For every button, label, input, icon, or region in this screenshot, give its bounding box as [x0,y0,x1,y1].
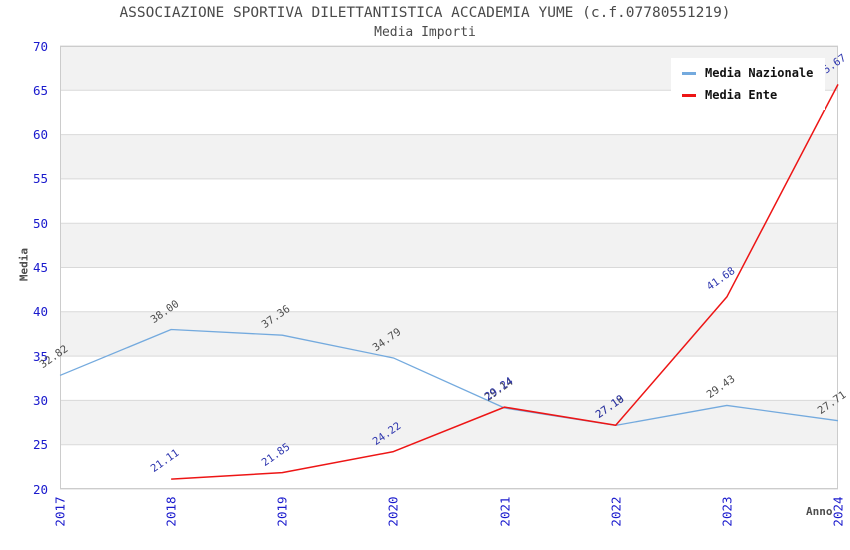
x-tick-2018: 2018 [163,496,179,527]
legend-item-media-ente: Media Ente [682,88,813,102]
line-media-nazionale [59,328,839,427]
y-tick-55: 55 [32,171,48,187]
grid-band [60,178,838,224]
y-tick-40: 40 [32,304,48,320]
legend-label-media-ente: Media Ente [705,88,778,102]
legend-item-media-nazionale: Media Nazionale [682,66,813,80]
legend: Media Nazionale Media Ente [671,58,826,110]
y-tick-65: 65 [32,82,48,98]
grid-band [60,400,838,445]
grid-band [60,356,838,401]
y-tick-30: 30 [32,392,48,408]
x-tick-2019: 2019 [274,496,290,527]
chart-subtitle: Media Importi [374,25,476,40]
x-axis-title: Anno [806,505,833,518]
x-tick-2020: 2020 [385,496,401,527]
x-tick-2023: 2023 [719,496,735,527]
x-tick-2022: 2022 [608,496,624,527]
grid-band [60,134,838,179]
y-tick-35: 35 [32,348,48,364]
x-tick-2021: 2021 [497,496,513,527]
y-tick-20: 20 [32,481,48,497]
legend-swatch-media-ente [682,93,696,97]
chart-title: ASSOCIAZIONE SPORTIVA DILETTANTISTICA AC… [119,5,731,21]
y-tick-60: 60 [32,127,48,143]
x-tick-2024: 2024 [830,496,846,527]
plot-border [60,46,838,489]
y-tick-50: 50 [32,215,48,231]
grid-band [60,311,838,357]
grid-band [60,267,838,312]
legend-swatch-media-nazionale [682,71,696,75]
plot-svg [59,45,839,490]
y-tick-25: 25 [32,437,48,453]
grid-band [60,444,838,489]
grid-band [60,223,838,268]
plot-area: Media Nazionale Media Ente 32.82 38.00 37.… [38,45,848,490]
line-media-ente [171,84,839,480]
y-tick-45: 45 [32,260,48,275]
legend-label-media-nazionale: Media Nazionale [705,66,814,80]
x-tick-2017: 2017 [52,496,68,527]
y-tick-70: 70 [32,38,48,54]
